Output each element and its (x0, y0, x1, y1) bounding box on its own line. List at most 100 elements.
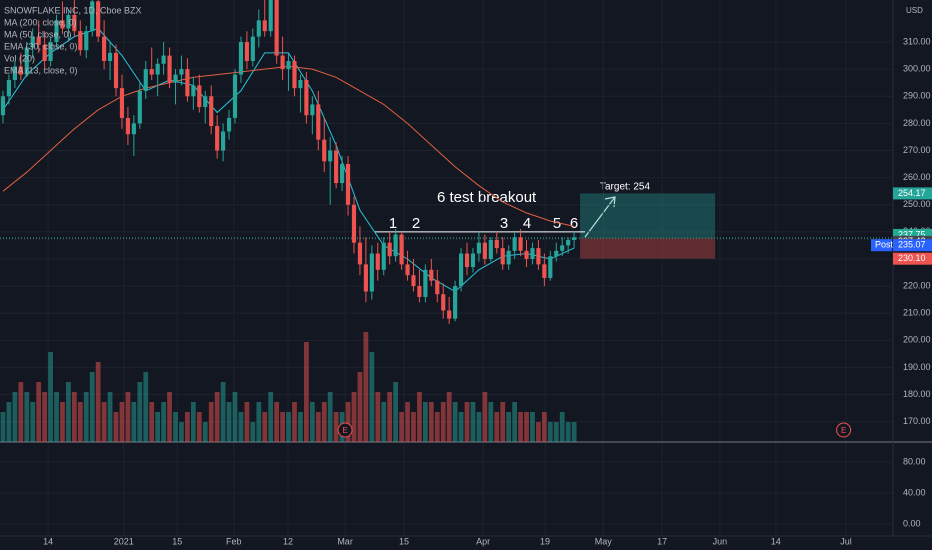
volume-bar (417, 392, 422, 442)
legend-entry: Vol (20) (4, 53, 35, 63)
y-tick-label: 170.00 (903, 416, 931, 426)
volume-bar (541, 412, 547, 442)
y-tick-label: 220.00 (903, 280, 931, 290)
candle-body (232, 74, 238, 118)
volume-bar (238, 412, 244, 442)
candle-body (393, 234, 398, 257)
candle-body (48, 42, 53, 62)
volume-bar (494, 412, 500, 442)
candle-body (560, 245, 565, 251)
volume-bar (327, 392, 333, 442)
volume-bar (321, 402, 327, 442)
candle-body (12, 66, 17, 80)
candle-body (536, 248, 541, 265)
volume-bar (196, 412, 202, 442)
volume-bar (369, 352, 375, 442)
candle-body (179, 69, 184, 75)
x-tick-label: 14 (771, 536, 781, 546)
annotation-title: 6 test breakout (437, 189, 537, 206)
candle-body (369, 253, 374, 292)
candle-body (256, 20, 261, 37)
candle-body (244, 42, 249, 62)
candle-body (506, 250, 511, 265)
candle-body (90, 1, 95, 32)
candle-body (155, 63, 160, 75)
price-label: 237.75 (898, 229, 926, 239)
candle-body (340, 164, 345, 184)
price-label: 254.17 (898, 188, 926, 198)
candle-body (238, 42, 244, 75)
volume-bar (423, 402, 428, 442)
candle-body (488, 239, 493, 259)
candle-body (96, 1, 101, 37)
test-label: 1 (389, 215, 397, 232)
candle-body (411, 275, 416, 287)
earnings-label: E (342, 426, 347, 435)
y-tick-label: 260.00 (903, 172, 931, 182)
volume-bar (60, 402, 65, 442)
volume-bar (83, 392, 89, 442)
volume-bar (399, 412, 404, 442)
volume-bar (268, 392, 274, 442)
candle-body (226, 117, 232, 132)
candle-body (36, 36, 41, 45)
candle-body (209, 96, 214, 127)
volume-bar (440, 402, 446, 442)
candle-body (453, 286, 458, 319)
candle-body (482, 242, 487, 259)
y-tick-label: 310.00 (903, 36, 931, 46)
candle-body (0, 96, 6, 116)
volume-bar (405, 402, 410, 442)
y-tick-label: 180.00 (903, 389, 931, 399)
volume-bar (0, 412, 6, 442)
y-tick-label: 300.00 (903, 64, 931, 74)
price-label: 235.07 (898, 240, 926, 250)
volume-bar (452, 402, 458, 442)
volume-bar (428, 402, 434, 442)
volume-bar (262, 412, 268, 442)
volume-bar (333, 412, 339, 442)
x-tick-label: 15 (399, 536, 409, 546)
candle-body (72, 14, 77, 32)
volume-bar (42, 392, 47, 442)
candle-body (250, 36, 255, 62)
y-tick-label: 250.00 (903, 199, 931, 209)
volume-bar (226, 402, 232, 442)
candle-body (375, 253, 380, 270)
candle-body (464, 253, 470, 268)
x-tick-label: 19 (540, 536, 550, 546)
price-label-box (893, 187, 932, 200)
volume-bar (387, 392, 393, 442)
candle-body (197, 85, 202, 108)
candle-body (78, 31, 83, 51)
volume-bar (315, 412, 321, 442)
volume-bar (446, 392, 452, 442)
volume-bar (214, 392, 220, 442)
candle-body (423, 269, 428, 297)
candle-body (60, 20, 65, 29)
candle-body (429, 269, 434, 281)
target-zone (580, 193, 716, 238)
candle-body (500, 248, 505, 265)
volume-bar (274, 402, 280, 442)
x-tick-label: Jul (840, 536, 852, 546)
candle-body (548, 256, 553, 278)
volume-bar (95, 362, 101, 442)
volume-bar (12, 392, 18, 442)
volume-bar (559, 412, 565, 442)
volume-bar (155, 412, 161, 442)
x-tick-label: Jun (713, 536, 728, 546)
volume-bar (351, 392, 357, 442)
volume-bar (66, 382, 71, 442)
candle-body (131, 123, 136, 135)
test-label: 5 (553, 215, 561, 232)
candle-body (363, 264, 368, 292)
y2-tick-label: 40.00 (903, 487, 926, 497)
earnings-label: E (841, 426, 846, 435)
candle-body (310, 104, 315, 116)
y-tick-label: 270.00 (903, 145, 931, 155)
candle-body (221, 131, 226, 151)
x-tick-label: 17 (657, 536, 667, 546)
candle-body (84, 31, 89, 51)
candle-body (149, 69, 154, 75)
